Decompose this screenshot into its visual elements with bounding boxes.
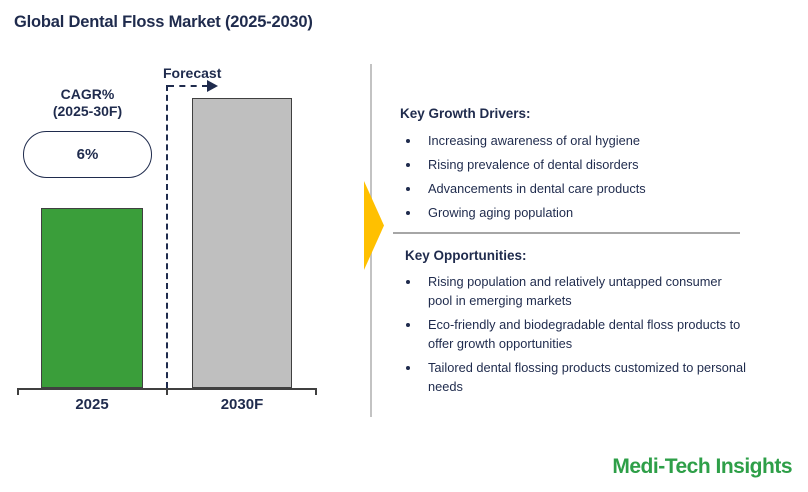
list-item: Rising prevalence of dental disorders (421, 155, 749, 174)
list-item: Rising population and relatively untappe… (421, 272, 749, 310)
arrow-right-icon (364, 181, 384, 270)
insights-panel: Key Growth Drivers: Increasing awareness… (393, 106, 749, 401)
list-item: Eco-friendly and biodegradable dental fl… (421, 315, 749, 353)
forecast-dashed-arrow-shaft (168, 85, 208, 87)
page-title: Global Dental Floss Market (2025-2030) (14, 13, 313, 31)
bar-2030f (192, 98, 292, 388)
list-item: Advancements in dental care products (421, 179, 749, 198)
list-item: Tailored dental flossing products custom… (421, 358, 749, 396)
cagr-value: 6% (76, 146, 99, 163)
opportunities-list: Rising population and relatively untappe… (407, 272, 749, 396)
growth-drivers-heading: Key Growth Drivers: (400, 106, 531, 121)
brand-logo: Medi-Tech Insights (612, 455, 792, 478)
forecast-dashed-divider (166, 85, 168, 388)
cagr-value-pill: 6% (23, 131, 152, 178)
forecast-label: Forecast (163, 65, 222, 81)
cagr-label-line2: (2025-30F) (52, 103, 123, 119)
x-axis-tick (17, 389, 19, 395)
cagr-label: CAGR% (2025-30F) (23, 86, 152, 120)
x-axis-tick (166, 389, 168, 395)
bar-2025 (41, 208, 143, 388)
list-item: Increasing awareness of oral hygiene (421, 131, 749, 150)
x-label-2025: 2025 (75, 396, 109, 413)
section-divider (393, 232, 740, 234)
growth-drivers-list: Increasing awareness of oral hygiene Ris… (407, 131, 749, 222)
list-item: Growing aging population (421, 203, 749, 222)
x-axis-tick (315, 389, 317, 395)
opportunities-heading: Key Opportunities: (405, 248, 527, 263)
x-label-2030f: 2030F (220, 396, 264, 413)
forecast-arrowhead-icon (207, 80, 218, 92)
cagr-label-line1: CAGR% (60, 86, 115, 102)
